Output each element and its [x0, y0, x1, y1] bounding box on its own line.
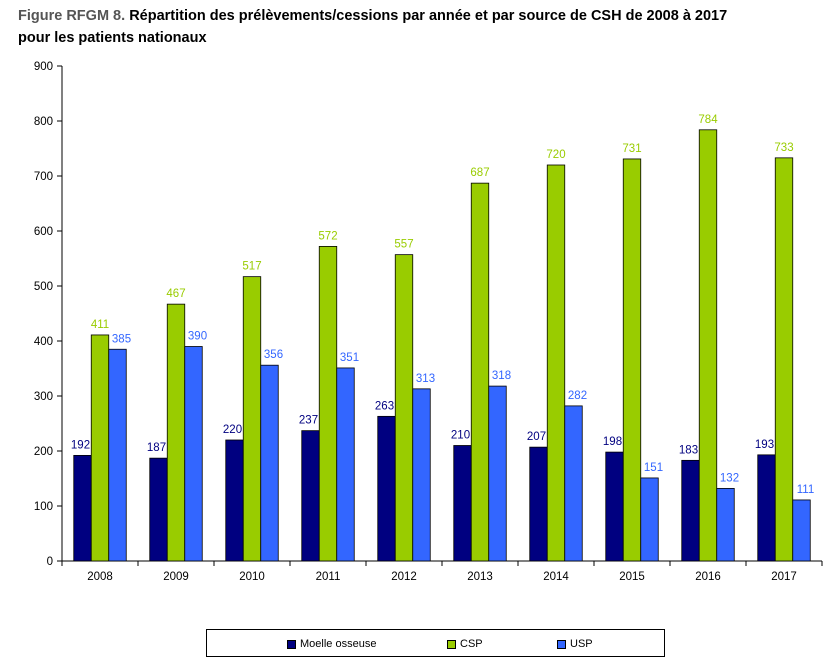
y-tick-label: 700 [34, 171, 53, 183]
x-tick-label: 2013 [467, 571, 493, 583]
data-label: 733 [774, 142, 793, 154]
figure-number: Figure RFGM 8. [18, 8, 126, 24]
data-label: 132 [720, 472, 739, 484]
y-tick-label: 900 [34, 61, 53, 73]
bar-moelle-osseuse [149, 457, 168, 562]
bar-usp [184, 346, 203, 562]
y-tick-label: 200 [34, 446, 53, 458]
data-label: 517 [242, 261, 261, 273]
y-tick-label: 500 [34, 281, 53, 293]
y-tick-label: 300 [34, 391, 53, 403]
data-label: 385 [112, 333, 131, 345]
data-label: 237 [299, 415, 318, 427]
data-label: 356 [264, 349, 283, 361]
data-label: 207 [527, 431, 546, 443]
data-label: 282 [568, 390, 587, 402]
bar-usp [260, 364, 279, 562]
bar-usp [640, 477, 659, 562]
x-tick-label: 2009 [163, 571, 189, 583]
data-label: 183 [679, 444, 698, 456]
title-text-line2: pour les patients nationaux [18, 30, 207, 46]
bar-csp [90, 334, 110, 562]
bar-csp [166, 303, 186, 562]
bar-csp [470, 182, 490, 562]
bar-moelle-osseuse [73, 454, 92, 562]
bar-csp [774, 157, 794, 562]
data-label: 318 [492, 370, 511, 382]
data-label: 572 [318, 230, 337, 242]
title-text-line1: Répartition des prélèvements/cessions pa… [129, 8, 728, 24]
x-tick-label: 2015 [619, 571, 645, 583]
data-label: 720 [546, 149, 565, 161]
x-tick-label: 2010 [239, 571, 265, 583]
bar-csp [622, 158, 642, 562]
legend-item-usp: USP [557, 638, 593, 650]
chart-title: Figure RFGM 8. Répartition des prélèveme… [18, 5, 818, 49]
bar-moelle-osseuse [681, 459, 700, 562]
x-tick-label: 2012 [391, 571, 417, 583]
bar-usp [488, 385, 507, 562]
data-label: 210 [451, 430, 470, 442]
bar-csp [546, 164, 566, 562]
bar-csp [698, 129, 718, 562]
data-label: 411 [91, 319, 109, 331]
data-label: 192 [71, 439, 90, 451]
data-label: 557 [394, 239, 413, 251]
bar-moelle-osseuse [453, 445, 472, 562]
legend-label-usp: USP [570, 638, 593, 650]
legend-label-csp: CSP [460, 638, 483, 650]
legend-label-moelle: Moelle osseuse [300, 638, 377, 650]
bar-moelle-osseuse [225, 439, 244, 562]
bar-usp [336, 367, 355, 562]
data-label: 198 [603, 436, 622, 448]
data-label: 390 [188, 331, 207, 343]
bar-csp [242, 276, 262, 562]
x-tick-label: 2014 [543, 571, 569, 583]
y-tick-label: 0 [47, 556, 53, 568]
legend-item-moelle: Moelle osseuse [287, 638, 376, 650]
legend: Moelle osseuse CSP USP [206, 629, 665, 657]
data-label: 784 [698, 114, 718, 126]
data-label: 193 [755, 439, 774, 451]
bar-moelle-osseuse [605, 451, 624, 562]
bar-usp [564, 405, 583, 562]
x-tick-label: 2016 [695, 571, 721, 583]
data-label: 731 [622, 143, 641, 155]
data-label: 263 [375, 400, 394, 412]
bar-csp [318, 245, 338, 562]
bar-chart: 0 100 200 300 400 500 600 700 800 900 2008 192 41138… [34, 61, 823, 583]
y-tick-label: 600 [34, 226, 53, 238]
legend-item-csp: CSP [447, 638, 483, 650]
y-tick-label: 400 [34, 336, 53, 348]
data-label: 151 [644, 462, 663, 474]
legend-swatch-csp [447, 639, 456, 649]
y-tick-label: 800 [34, 116, 53, 128]
bar-moelle-osseuse [529, 446, 548, 562]
bar-moelle-osseuse [757, 454, 776, 562]
data-label: 111 [797, 484, 814, 496]
bar-usp [716, 487, 735, 562]
bar-moelle-osseuse [377, 415, 396, 562]
x-tick-label: 2008 [87, 571, 113, 583]
bar-usp [108, 348, 127, 562]
data-label: 467 [166, 288, 185, 300]
bar-csp [394, 254, 414, 562]
data-label: 220 [223, 424, 242, 436]
data-label: 351 [340, 352, 359, 364]
x-tick-label: 2017 [771, 571, 797, 583]
data-label: 187 [147, 442, 166, 454]
legend-swatch-usp [557, 639, 566, 649]
bar-usp [412, 388, 431, 562]
data-label: 313 [416, 373, 435, 385]
legend-swatch-moelle [287, 639, 296, 649]
x-tick-label: 2011 [316, 571, 341, 583]
data-label: 687 [470, 167, 489, 179]
bar-usp [792, 499, 811, 562]
y-tick-label: 100 [34, 501, 53, 513]
bar-moelle-osseuse [301, 430, 320, 562]
